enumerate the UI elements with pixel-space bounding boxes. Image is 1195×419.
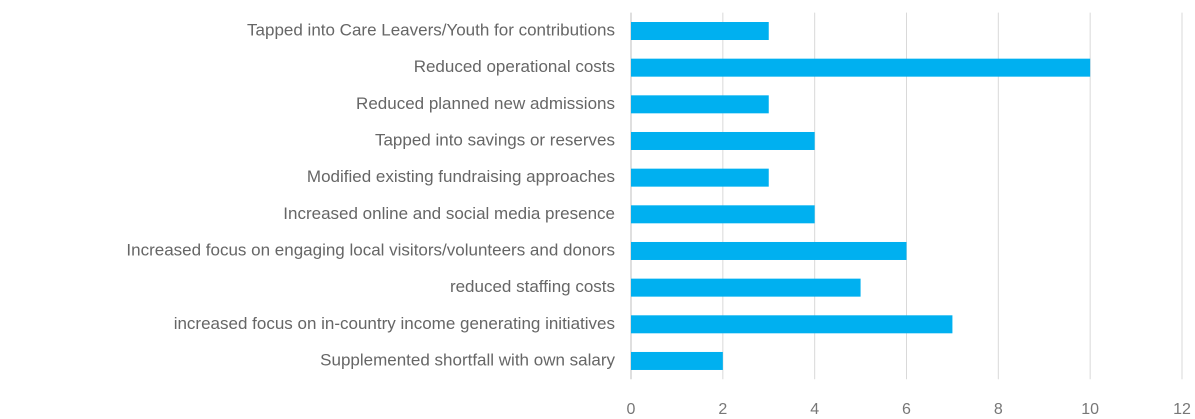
y-tick-label: Modified existing fundraising approaches (307, 167, 615, 186)
x-tick-label: 10 (1081, 401, 1099, 418)
bar (631, 205, 815, 224)
bar (631, 168, 769, 187)
y-tick-label: Tapped into Care Leavers/Youth for contr… (247, 20, 615, 39)
y-tick-label: Reduced operational costs (414, 57, 615, 76)
y-tick-label: Supplemented shortfall with own salary (320, 350, 615, 369)
x-tick-label: 0 (627, 401, 636, 418)
bar (631, 95, 769, 114)
bar (631, 278, 861, 297)
x-tick-label: 6 (902, 401, 911, 418)
x-tick-label: 4 (810, 401, 819, 418)
bar (631, 315, 953, 334)
y-tick-label: Increased focus on engaging local visito… (126, 240, 615, 259)
y-tick-label: reduced staffing costs (450, 277, 615, 296)
bar (631, 241, 907, 260)
y-tick-label: Increased online and social media presen… (283, 204, 615, 223)
y-tick-label: Tapped into savings or reserves (375, 130, 615, 149)
bar (631, 22, 769, 41)
bar (631, 58, 1091, 77)
bar (631, 131, 815, 150)
y-tick-label: increased focus on in-country income gen… (174, 314, 615, 333)
bar (631, 351, 723, 370)
x-tick-label: 12 (1173, 401, 1191, 418)
y-tick-label: Reduced planned new admissions (356, 94, 615, 113)
x-tick-label: 8 (994, 401, 1003, 418)
x-tick-label: 2 (718, 401, 727, 418)
